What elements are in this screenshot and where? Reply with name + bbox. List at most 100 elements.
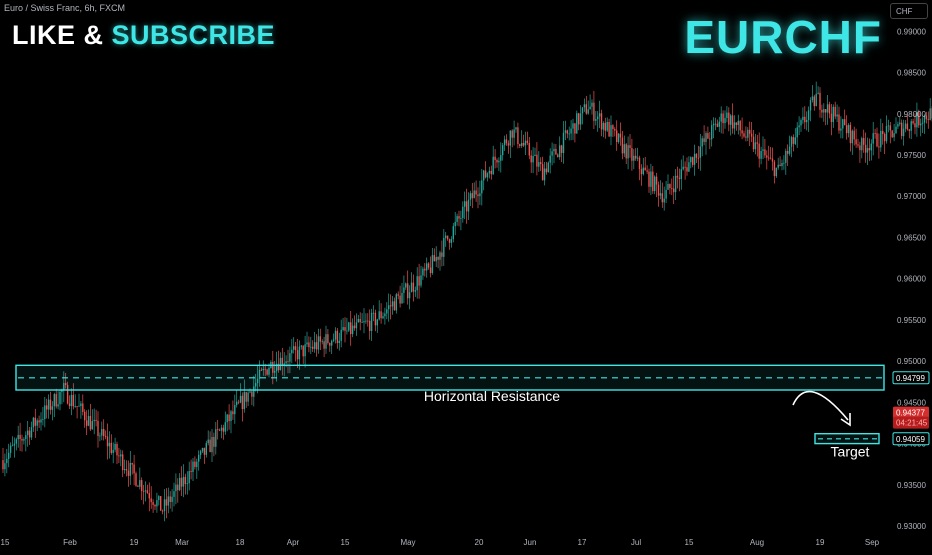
- target-price-badge[interactable]: 0.94059: [892, 432, 930, 446]
- candle: [638, 157, 641, 170]
- candle: [198, 454, 200, 462]
- candle: [629, 145, 631, 148]
- candle: [228, 414, 230, 422]
- candle: [840, 128, 842, 131]
- candle: [66, 384, 69, 404]
- candle: [574, 123, 576, 134]
- candle: [418, 276, 420, 286]
- candle: [338, 340, 340, 343]
- candle: [834, 106, 836, 117]
- candle: [908, 129, 910, 131]
- candle: [450, 239, 453, 243]
- candle: [218, 429, 221, 431]
- price-axis[interactable]: 0.99000 0.98500 0.98000 0.97500 0.97000 0.965…: [892, 27, 930, 531]
- candle: [598, 113, 601, 117]
- candle: [85, 420, 88, 426]
- candle: [431, 255, 434, 273]
- candle: [167, 496, 169, 506]
- currency-badge[interactable]: CHF: [890, 3, 928, 19]
- candle: [471, 193, 473, 199]
- candle: [475, 190, 477, 195]
- candle: [868, 148, 871, 151]
- candle: [395, 294, 397, 311]
- candle: [498, 160, 500, 163]
- candle: [93, 419, 95, 422]
- candle: [690, 157, 692, 163]
- candle: [420, 275, 422, 286]
- candle: [427, 263, 430, 268]
- candle: [699, 146, 701, 158]
- candle: [640, 169, 643, 175]
- candle: [13, 443, 16, 446]
- candle: [190, 471, 192, 472]
- candle: [260, 369, 263, 371]
- candle: [308, 342, 310, 348]
- candle: [61, 390, 63, 392]
- candle: [891, 130, 893, 138]
- candle: [798, 125, 800, 128]
- candle: [353, 325, 356, 329]
- candle: [97, 420, 99, 436]
- candle: [906, 123, 909, 130]
- resistance-price-badge[interactable]: 0.94799: [892, 371, 930, 385]
- candle: [274, 371, 276, 373]
- candle: [540, 162, 542, 165]
- candle: [627, 145, 629, 159]
- candle: [674, 175, 677, 193]
- candle: [657, 184, 660, 196]
- candle: [528, 142, 530, 156]
- candle: [806, 120, 808, 123]
- candle: [355, 322, 358, 329]
- candle: [332, 339, 335, 341]
- candle: [380, 311, 382, 319]
- candle: [883, 134, 886, 142]
- candle: [116, 444, 118, 456]
- candle: [551, 151, 553, 156]
- candle: [370, 312, 373, 331]
- candle: [576, 113, 578, 134]
- candle: [401, 292, 403, 304]
- candle: [847, 124, 850, 134]
- candle: [156, 500, 158, 507]
- current-price-badge[interactable]: 0.94377: [893, 406, 929, 419]
- candle: [51, 406, 54, 410]
- candle: [313, 342, 316, 349]
- candle: [188, 471, 190, 484]
- candle: [144, 490, 147, 492]
- candle: [830, 113, 833, 122]
- candle: [296, 350, 299, 360]
- candle: [87, 416, 90, 426]
- candle: [688, 162, 690, 172]
- candle: [720, 113, 722, 122]
- candle: [456, 216, 458, 222]
- candle: [845, 125, 848, 134]
- x-tick-label: Mar: [175, 538, 189, 547]
- candle: [357, 319, 359, 323]
- subscribe-word: SUBSCRIBE: [111, 20, 276, 50]
- candle: [47, 399, 50, 410]
- candle: [477, 194, 479, 197]
- candle: [25, 435, 27, 439]
- candle: [819, 92, 821, 110]
- candle: [439, 252, 441, 260]
- candle: [256, 378, 259, 384]
- candle: [678, 177, 681, 179]
- projection-arrow: [792, 390, 849, 421]
- candle: [585, 104, 587, 114]
- time-axis[interactable]: 15 Feb 19 Mar 18 Apr 15 May 20 Jun 17 Jul 15 Aug 19 Sep: [1, 538, 880, 547]
- candle: [889, 125, 891, 131]
- candle: [6, 458, 8, 464]
- countdown-badge[interactable]: 04:21:45: [893, 416, 929, 429]
- candle: [199, 451, 202, 455]
- candle: [399, 295, 401, 304]
- candle: [9, 445, 12, 453]
- candle: [65, 383, 67, 385]
- candle: [424, 268, 426, 271]
- candle: [813, 96, 815, 107]
- x-tick-label: Jun: [524, 538, 537, 547]
- candle: [306, 342, 308, 345]
- y-tick-label: 0.99000: [897, 27, 926, 36]
- candle: [112, 449, 114, 453]
